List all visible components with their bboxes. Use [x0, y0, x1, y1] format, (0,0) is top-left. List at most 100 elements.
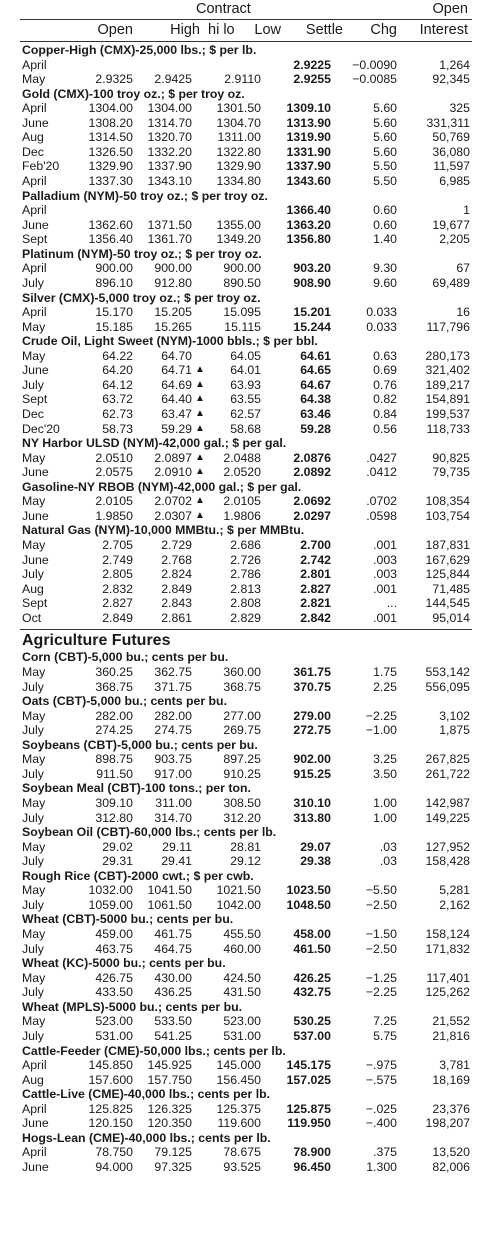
open-interest-value: 21,816: [432, 1028, 470, 1043]
settle-price: 2.0297: [293, 508, 331, 523]
open-interest-value: 23,376: [432, 1101, 470, 1116]
high-price: 2.824: [161, 567, 192, 582]
section-title: Crude Oil, Light Sweet (NYM)-1000 bbls.;…: [22, 334, 318, 349]
low-price: 1349.20: [216, 232, 261, 247]
high-price: 2.9425: [154, 72, 192, 87]
open-price: 312.80: [95, 810, 133, 825]
open-interest-value: 1,264: [439, 57, 470, 72]
contract-month: May: [22, 752, 46, 767]
settle-price: 2.801: [300, 567, 331, 582]
low-price: 455.50: [223, 927, 261, 942]
open-interest-value: 158,124: [425, 927, 470, 942]
low-price: 360.00: [223, 664, 261, 679]
settle-price: 2.0692: [293, 494, 331, 509]
col-chg: Chg: [370, 22, 397, 38]
low-price: 431.50: [223, 985, 261, 1000]
contract-row: July 433.50 436.25 431.50 432.75 −2.25 125,262: [0, 985, 482, 1000]
section-title: Hogs-Lean (CME)-40,000 lbs.; cents per l…: [22, 1130, 271, 1145]
open-interest-value: 199,537: [425, 407, 470, 421]
settle-price: 1309.10: [286, 101, 331, 116]
open-price: 896.10: [95, 275, 133, 290]
high-price: 2.843: [161, 596, 192, 611]
high-price: 1320.70: [147, 130, 192, 145]
col-low: Low: [254, 22, 281, 38]
high-price: 2.0702: [154, 494, 192, 509]
contract-high-triangle-icon: ▲: [195, 364, 205, 376]
open-interest-value: 556,095: [425, 679, 470, 694]
section-heading: Cattle-Feeder (CME)-50,000 lbs.; cents p…: [0, 1044, 482, 1059]
section-title: Gasoline-NY RBOB (NYM)-42,000 gal.; $ pe…: [22, 479, 302, 494]
low-price: 460.00: [223, 941, 261, 956]
contract-month: Oct: [22, 610, 42, 625]
settle-price: 63.46: [300, 407, 331, 421]
section-heading: Soybean Oil (CBT)-60,000 lbs.; cents per…: [0, 825, 482, 840]
high-price: 64.71: [161, 363, 192, 378]
section-title: Natural Gas (NYM)-10,000 MMBtu.; $ per M…: [22, 523, 305, 538]
settle-price: 64.65: [300, 363, 331, 378]
high-price: 311.00: [155, 796, 192, 810]
contract-month: May: [22, 72, 46, 87]
open-price: 1314.50: [88, 130, 133, 145]
contract-row: July 29.31 29.41 29.12 29.38 .03 158,428: [0, 854, 482, 869]
contract-row: April 145.850 145.925 145.000 145.175 −.975 3,…: [0, 1058, 482, 1073]
settle-price: 96.450: [293, 1160, 331, 1174]
high-price: 1314.70: [147, 115, 192, 130]
open-interest-value: 67: [456, 261, 470, 276]
high-price: 900.00: [154, 261, 192, 276]
settle-price: 125.875: [286, 1101, 331, 1116]
contract-month: April: [22, 57, 47, 72]
contract-row: Oct 2.849 2.861 2.829 2.842 .001 95,014: [0, 611, 482, 626]
contract-row: May 426.75 430.00 424.50 426.25 −1.25 117,401: [0, 971, 482, 986]
open-price: 1337.30: [88, 174, 133, 189]
open-interest-value: 118,733: [426, 421, 470, 436]
open-interest-value: 6,985: [439, 174, 470, 189]
contract-month: May: [22, 494, 46, 509]
open-interest-value: 117,401: [426, 970, 470, 985]
section-heading: Oats (CBT)-5,000 bu.; cents per bu.: [0, 694, 482, 709]
high-price: 59.29: [161, 421, 192, 436]
contract-month: Sept: [22, 596, 48, 611]
open-interest-value: 13,520: [432, 1145, 470, 1160]
contract-row: May 1032.00 1041.50 1021.50 1023.50 −5.50 5,28…: [0, 883, 482, 898]
col-open: Open: [97, 22, 133, 38]
low-price: 277.00: [223, 708, 261, 723]
contract-month: July: [22, 567, 44, 582]
open-interest-value: 103,754: [425, 508, 470, 523]
settle-price: 313.80: [293, 810, 331, 825]
contract-month: June: [22, 363, 49, 378]
open-interest-value: 553,142: [425, 664, 470, 679]
settle-price: 2.0876: [293, 450, 331, 465]
low-price: 523.00: [223, 1014, 261, 1029]
settle-price: 1023.50: [286, 883, 331, 898]
open-price: 309.10: [95, 796, 133, 810]
section-title: Wheat (MPLS)-5000 bu.; cents per bu.: [22, 999, 243, 1014]
high-price: 903.75: [154, 752, 192, 767]
open-interest-value: 90,825: [432, 450, 470, 465]
contract-row: July 463.75 464.75 460.00 461.50 −2.50 171,832: [0, 942, 482, 957]
high-price: 533.50: [154, 1014, 192, 1029]
contract-month: July: [22, 897, 44, 912]
high-price: 2.0910: [154, 465, 192, 480]
change-value: .03: [379, 839, 397, 854]
open-interest-value: 50,769: [432, 130, 470, 145]
contract-row: May 360.25 362.75 360.00 361.75 1.75 553,142: [0, 665, 482, 680]
contract-row: June 94.000 97.325 93.525 96.450 1.300 82,006: [0, 1160, 482, 1175]
open-price: 1362.60: [88, 217, 133, 232]
low-price: 78.675: [223, 1145, 261, 1160]
settle-price: 2.9225: [293, 57, 331, 72]
high-price: 145.925: [147, 1058, 192, 1073]
low-price: 1042.00: [216, 897, 261, 912]
low-price: 2.726: [230, 552, 261, 567]
open-interest-value: 5,281: [439, 883, 470, 898]
section-title: Corn (CBT)-5,000 bu.; cents per bu.: [22, 650, 229, 665]
section-title: Cattle-Live (CME)-40,000 lbs.; cents per…: [22, 1087, 271, 1102]
settle-price: 1337.90: [286, 159, 331, 174]
open-price: 368.75: [95, 679, 133, 694]
contract-month: July: [22, 854, 44, 869]
contract-month: July: [22, 810, 44, 825]
change-value: 0.033: [366, 305, 397, 320]
settle-price: 272.75: [293, 723, 331, 738]
contract-row: June 1.9850 2.0307 ▲ 1.9806 2.0297 .0598 103,75…: [0, 509, 482, 524]
settle-price: 2.9255: [293, 72, 331, 87]
contract-row: May 2.705 2.729 2.686 2.700 .001 187,831: [0, 538, 482, 553]
